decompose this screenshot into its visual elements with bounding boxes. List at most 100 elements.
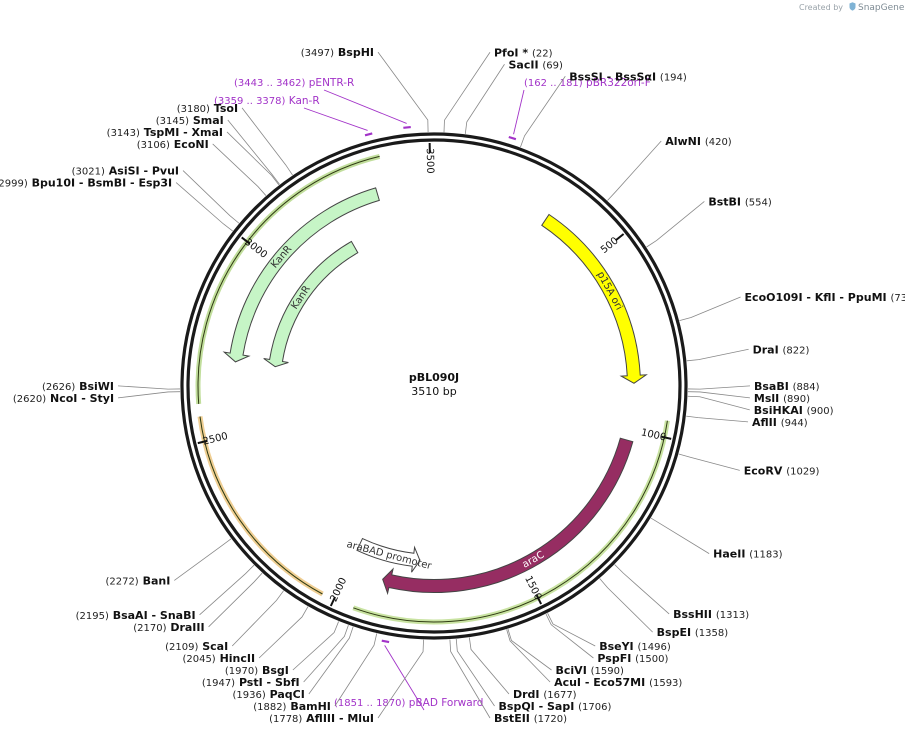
feature-label-arabad-promoter-2: araBAD promoter [345, 539, 433, 572]
site-connector-msli [687, 391, 750, 399]
feature-arac-1[interactable] [382, 437, 634, 596]
site-bsgi[interactable]: (1970) BsgI [225, 664, 289, 677]
site-psti-position: (1947) [202, 678, 235, 689]
site-ncoi-position: (2620) [13, 394, 46, 405]
site-scai[interactable]: (2109) ScaI [165, 640, 228, 653]
site-tsoi[interactable]: (3180) TsoI [177, 102, 238, 115]
site-asisi[interactable]: (3021) AsiSI - PvuI [72, 165, 179, 178]
site-bpu10i[interactable]: (2999) Bpu10I - BsmBI - Esp3I [0, 177, 172, 190]
primer-mark-kan-r[interactable] [364, 132, 373, 137]
site-bsaai[interactable]: (2195) BsaAI - SnaBI [76, 609, 196, 622]
site-connector-bamhi [334, 633, 378, 707]
feature-kanr-4[interactable] [263, 240, 359, 368]
site-bani[interactable]: (2272) BanI [105, 574, 170, 587]
site-bspqi[interactable]: BspQI - SapI (1706) [499, 700, 612, 713]
site-bsabi[interactable]: BsaBI (884) [754, 380, 820, 393]
feature-arabad-promoter-2[interactable] [356, 537, 421, 573]
site-msli-name: MslI [754, 392, 779, 405]
site-bseyi-position: (1496) [638, 642, 671, 653]
site-alwni[interactable]: AlwNI (420) [665, 135, 732, 148]
site-smai[interactable]: (3145) SmaI [156, 114, 224, 127]
site-connector-bsabi [687, 385, 751, 390]
site-bsssi[interactable]: BssSI - BssSαI (194) [569, 70, 687, 83]
site-ecoo109i-sep: - [836, 291, 848, 304]
site-draiii[interactable]: (2170) DraIII [133, 621, 204, 634]
site-bsshii[interactable]: BssHII (1313) [673, 608, 749, 621]
feature-kanr-3[interactable] [222, 187, 380, 363]
site-scai-position: (2109) [165, 642, 198, 653]
site-bamhi[interactable]: (1882) BamHI [253, 700, 331, 713]
site-ncoi-name: StyI [90, 392, 114, 405]
site-bsaai-name: SnaBI [160, 609, 196, 622]
site-bstbi[interactable]: BstBI (554) [708, 195, 772, 208]
site-hincii[interactable]: (2045) HincII [182, 652, 255, 665]
site-drdi-position: (1677) [543, 690, 576, 701]
site-aflii-name: AflII [752, 416, 777, 429]
site-bsphi[interactable]: (3497) BspHI [301, 46, 374, 59]
site-acui-sep: - [581, 676, 593, 689]
site-drdi[interactable]: DrdI (1677) [513, 688, 577, 701]
site-aflii[interactable]: AflII (944) [752, 416, 808, 429]
site-msli-position: (890) [783, 394, 810, 405]
site-drai[interactable]: DraI (822) [753, 343, 810, 356]
site-connector-bcivi [507, 628, 552, 671]
site-connector-bsssi [520, 76, 566, 148]
site-smai-name: SmaI [193, 114, 224, 127]
primer-label-pentr-r[interactable]: (3443 .. 3462) pENTR-R [234, 77, 354, 89]
site-connector-hincii [258, 606, 309, 659]
site-hincii-position: (2045) [182, 654, 215, 665]
site-tspmi[interactable]: (3143) TspMI - XmaI [107, 126, 223, 139]
site-tsoi-name: TsoI [214, 102, 238, 115]
site-ncoi[interactable]: (2620) NcoI - StyI [13, 392, 114, 405]
site-acui[interactable]: AcuI - Eco57MI (1593) [554, 676, 682, 689]
site-pspfi[interactable]: PspFI (1500) [597, 652, 668, 665]
primer-label-pbad-forward[interactable]: (1851 .. 1870) pBAD Forward [334, 697, 483, 709]
primer-mark-pbr322ori-f[interactable] [508, 135, 517, 141]
snapgene-credit: Created by SnapGene [799, 2, 905, 13]
site-econi[interactable]: (3106) EcoNI [137, 138, 209, 151]
site-bspei[interactable]: BspEI (1358) [657, 626, 729, 639]
feature-p15a-ori-0[interactable] [541, 213, 648, 384]
site-afliii[interactable]: (1778) AflIII - MluI [269, 712, 374, 725]
site-bsihkai[interactable]: BsiHKAI (900) [754, 404, 834, 417]
site-pfoi[interactable]: PfoI * (22) [494, 46, 553, 59]
site-ecoo109i-sep: - [803, 291, 815, 304]
site-bcivi-position: (1590) [591, 666, 624, 677]
site-connector-bspqi [455, 638, 495, 707]
site-bseyi[interactable]: BseYI (1496) [599, 640, 671, 653]
site-haeii[interactable]: HaeII (1183) [713, 548, 782, 561]
site-alwni-name: AlwNI [665, 135, 701, 148]
site-bspei-name: BspEI [657, 626, 691, 639]
site-bsteii[interactable]: BstEII (1720) [494, 712, 567, 725]
site-bsiwi[interactable]: (2626) BsiWI [42, 380, 114, 393]
backbone-inner-strand [186, 138, 682, 634]
primer-connector-pentr-r [323, 89, 407, 124]
site-tspmi-position: (3143) [107, 128, 140, 139]
site-econi-name: EcoNI [174, 138, 209, 151]
site-sacii[interactable]: SacII (69) [508, 58, 563, 71]
site-bseyi-name: BseYI [599, 640, 633, 653]
site-connector-bsaai [199, 564, 255, 616]
primer-label-pbr322ori-f[interactable]: (162 .. 181) pBR322ori-F [524, 77, 651, 89]
primer-mark-pbad-forward[interactable] [381, 639, 390, 644]
site-ecoo109i[interactable]: EcoO109I - KflI - PpuMI (732) [745, 291, 905, 304]
primer-mark-pentr-r[interactable] [403, 125, 411, 129]
site-paqci[interactable]: (1936) PaqCI [233, 688, 305, 701]
site-ecoo109i-name: PpuMI [848, 291, 887, 304]
site-msli[interactable]: MslI (890) [754, 392, 810, 405]
site-bsihkai-name: BsiHKAI [754, 404, 803, 417]
primer-connector-kan-r [303, 107, 368, 131]
site-connector-sacii [464, 64, 505, 134]
site-bcivi[interactable]: BciVI (1590) [556, 664, 624, 677]
site-bstbi-position: (554) [745, 197, 772, 208]
site-connector-asisi [182, 170, 240, 224]
site-afliii-sep: - [335, 712, 347, 725]
primer-label-kan-r[interactable]: (3359 .. 3378) Kan-R [214, 95, 320, 107]
tick-mark-1000 [661, 435, 672, 440]
plasmid-backbone [180, 132, 688, 640]
site-psti[interactable]: (1947) PstI - SbfI [202, 676, 300, 689]
site-ecorv[interactable]: EcoRV (1029) [744, 464, 820, 477]
site-bpu10i-name: BsmBI [87, 177, 126, 190]
primers: (3443 .. 3462) pENTR-R (3359 .. 3378) Kan… [214, 77, 651, 711]
